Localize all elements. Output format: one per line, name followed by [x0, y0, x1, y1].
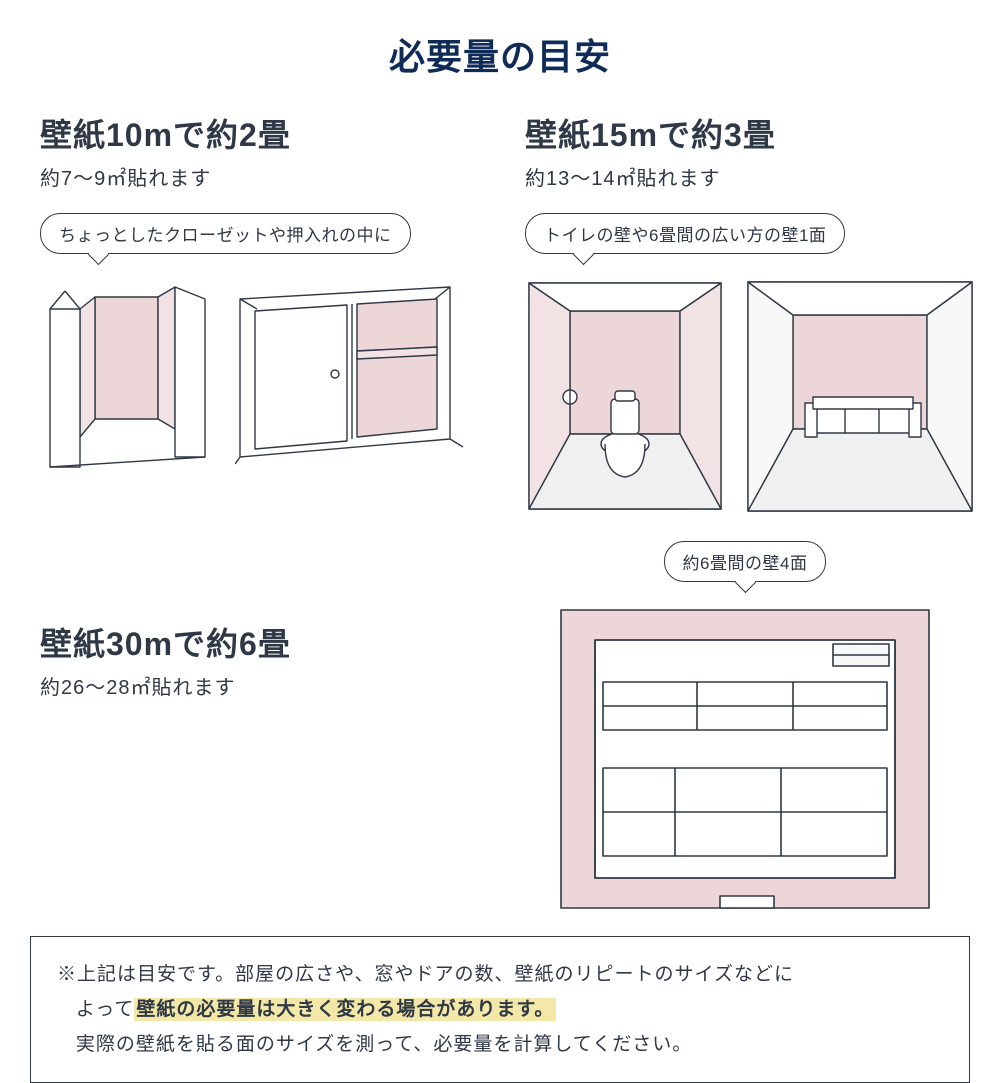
sub-30m: 約26～28㎡貼れます [40, 671, 470, 700]
section-30m-illus: 約6畳間の壁4面 [530, 519, 960, 914]
illustration-closet-booth [40, 279, 215, 469]
bubble-10m: ちょっとしたクローゼットや押入れの中に [40, 213, 411, 254]
note-line-2: よって壁紙の必要量は大きく変わる場合があります。 [57, 992, 943, 1027]
illustration-toilet [525, 279, 725, 514]
note-box: ※上記は目安です。部屋の広さや、窓やドアの数、壁紙のリピートのサイズなどに よっ… [30, 936, 970, 1083]
page-title: 必要量の目安 [0, 0, 1000, 80]
section-30m: 壁紙30mで約6畳 約26～28㎡貼れます [40, 529, 470, 700]
heading-15m: 壁紙15mで約3畳 [525, 110, 975, 156]
illustration-living-wall [745, 279, 975, 514]
bubble-15m: トイレの壁や6畳間の広い方の壁1面 [525, 213, 845, 254]
heading-30m: 壁紙30mで約6畳 [40, 619, 470, 665]
illustration-floorplan [555, 604, 935, 914]
section-15m: 壁紙15mで約3畳 約13～14㎡貼れます トイレの壁や6畳間の広い方の壁1面 [525, 110, 975, 514]
sub-15m: 約13～14㎡貼れます [525, 162, 975, 191]
bubble-30m: 約6畳間の壁4面 [664, 541, 827, 582]
illustration-closet-sliding [235, 279, 465, 469]
note-line-2a: よって [76, 999, 134, 1020]
sub-10m: 約7～9㎡貼れます [40, 162, 465, 191]
note-line-1: ※上記は目安です。部屋の広さや、窓やドアの数、壁紙のリピートのサイズなどに [57, 957, 943, 992]
note-highlight: 壁紙の必要量は大きく変わる場合があります。 [134, 998, 556, 1021]
note-line-3: 実際の壁紙を貼る面のサイズを測って、必要量を計算してください。 [57, 1027, 943, 1062]
section-10m: 壁紙10mで約2畳 約7～9㎡貼れます ちょっとしたクローゼットや押入れの中に [40, 110, 465, 514]
note-line-3-text: 実際の壁紙を貼る面のサイズを測って、必要量を計算してください。 [76, 1034, 692, 1055]
heading-10m: 壁紙10mで約2畳 [40, 110, 465, 156]
